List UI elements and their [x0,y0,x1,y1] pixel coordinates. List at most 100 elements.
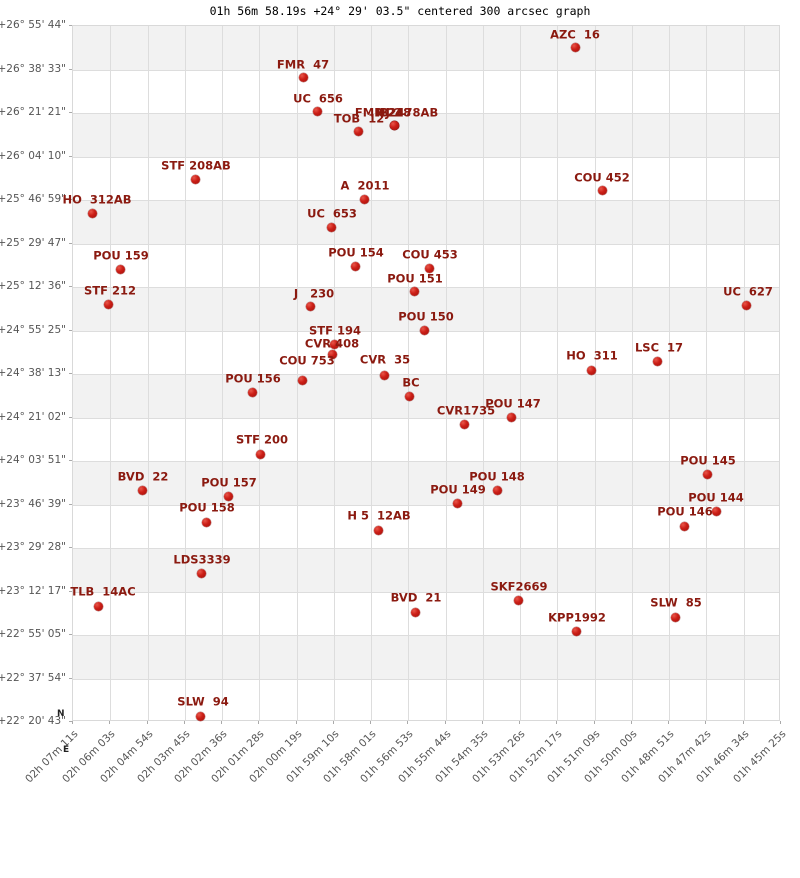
star-label: CVR 35 [359,352,411,367]
star-marker[interactable] [326,222,336,232]
star-label: BVD 21 [390,590,442,605]
star-marker[interactable] [297,375,307,385]
x-axis-tickmark [444,721,446,724]
star-label: POU 151 [387,271,443,286]
y-axis-tick-label: +23° 12' 17" [0,584,66,597]
star-marker[interactable] [419,325,429,335]
star-marker[interactable] [350,261,360,271]
star-marker[interactable] [195,711,205,721]
gridline-vertical [185,26,186,720]
gridline-vertical [669,26,670,720]
star-label: POU 156 [225,371,281,386]
star-marker[interactable] [329,339,339,349]
star-marker[interactable] [327,349,337,359]
star-label: B2478AB [379,105,439,120]
star-marker[interactable] [679,521,689,531]
star-marker[interactable] [87,208,97,218]
star-label: H 5 12AB [347,508,411,523]
gridline-horizontal [73,548,779,549]
star-marker[interactable] [702,469,712,479]
gridline-vertical [706,26,707,720]
star-marker[interactable] [312,106,322,116]
x-axis-tickmark [221,721,223,724]
star-marker[interactable] [506,412,516,422]
star-marker[interactable] [741,300,751,310]
x-axis-tickmark [295,721,297,724]
y-axis-tickmark [69,503,72,505]
star-label: STF 208AB [161,158,231,173]
star-marker[interactable] [670,612,680,622]
star-marker[interactable] [571,626,581,636]
star-label: UC 656 [293,91,343,106]
gridline-horizontal [73,244,779,245]
star-marker[interactable] [379,370,389,380]
star-marker[interactable] [103,299,113,309]
y-axis-tick-label: +24° 38' 13" [0,367,66,379]
x-axis-tickmark [519,721,521,724]
gridline-vertical [483,26,484,720]
star-marker[interactable] [389,120,399,130]
x-axis-tickmark [183,721,185,724]
star-label: LSC 17 [634,340,684,355]
star-marker[interactable] [223,491,233,501]
background-band [73,635,779,679]
background-band [73,461,779,505]
star-marker[interactable] [410,607,420,617]
star-marker[interactable] [93,601,103,611]
star-marker[interactable] [452,498,462,508]
star-marker[interactable] [459,419,469,429]
star-label: POU 148 [469,469,525,484]
star-marker[interactable] [298,72,308,82]
star-marker[interactable] [492,485,502,495]
star-label: STF 194 [309,323,361,338]
y-axis-tickmark [69,634,72,635]
star-marker[interactable] [652,356,662,366]
page-title: 01h 56m 58.19s +24° 29' 03.5" centered 3… [209,4,591,18]
background-band [73,113,779,157]
x-axis-tickmark [72,721,73,724]
star-marker[interactable] [373,525,383,535]
star-marker[interactable] [353,126,363,136]
gridline-vertical [259,26,260,720]
y-axis-tickmark [69,547,72,548]
star-marker[interactable] [597,185,607,195]
star-marker[interactable] [196,568,206,578]
x-axis-tickmark [742,721,744,724]
gridline-horizontal [73,635,779,636]
star-marker[interactable] [409,286,419,296]
gridline-horizontal [73,200,779,201]
star-marker[interactable] [424,263,434,273]
y-axis-tickmark [69,677,72,679]
star-marker[interactable] [404,391,414,401]
x-axis-tickmark [370,721,372,724]
background-band [73,200,779,244]
y-axis-tick-label: +25° 12' 36" [0,280,66,292]
y-axis-tick-label: +22° 20' 43" [0,715,66,727]
y-axis-tickmark [69,286,72,287]
star-marker[interactable] [190,174,200,184]
y-axis-tick-label: +22° 55' 05" [0,628,66,640]
star-marker[interactable] [115,264,125,274]
star-marker[interactable] [247,387,257,397]
background-band [73,287,779,331]
y-axis-tickmark [69,155,72,157]
y-axis-tick-label: +25° 46' 59" [0,193,66,205]
y-axis-tickmark [69,460,72,461]
star-marker[interactable] [359,194,369,204]
plot-area[interactable] [72,25,780,721]
star-marker[interactable] [513,595,523,605]
star-marker[interactable] [255,449,265,459]
star-marker[interactable] [137,485,147,495]
star-label: BC [402,375,420,390]
star-label: POU 158 [179,500,235,515]
star-label: CVR 408 [304,336,360,351]
y-axis-tick-label: +22° 37' 54" [0,671,66,684]
star-marker[interactable] [711,506,721,516]
star-label: HO 311 [566,348,618,363]
north-marker: N [57,709,65,719]
star-marker[interactable] [305,301,315,311]
star-label: SLW 94 [177,694,229,709]
star-marker[interactable] [570,42,580,52]
star-marker[interactable] [586,365,596,375]
star-marker[interactable] [201,517,211,527]
